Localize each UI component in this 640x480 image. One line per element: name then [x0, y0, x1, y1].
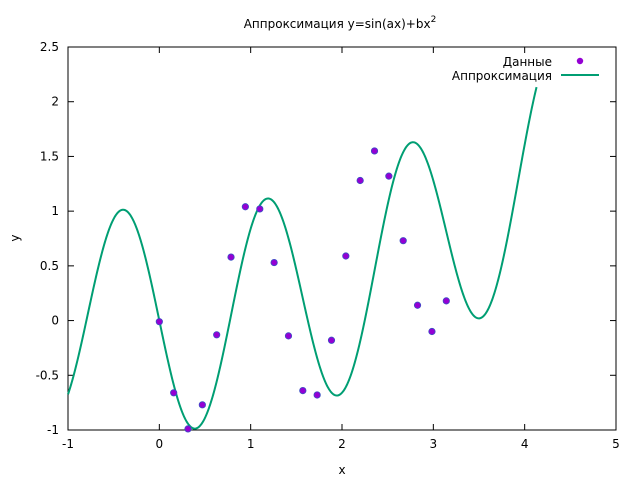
- x-tick-label: 5: [612, 437, 620, 451]
- data-point: [356, 176, 364, 185]
- data-point: [227, 253, 235, 261]
- data-point: [299, 387, 307, 395]
- data-point: [327, 336, 336, 344]
- x-tick-label: 4: [521, 437, 529, 451]
- chart-title: Аппроксимация y=sin(ax)+bx2: [244, 15, 437, 31]
- axes: -1 0 1 2 3 4 5 -1 -0.5 0 0.5 1 1.5 2 2.5: [36, 40, 620, 451]
- y-tick-label: 1: [51, 204, 59, 218]
- y-axis-label: y: [8, 234, 22, 241]
- data-point: [413, 301, 422, 309]
- y-tick-label: 2.5: [40, 40, 59, 54]
- y-tick-label: 2: [51, 95, 59, 109]
- data-point: [270, 258, 278, 267]
- y-tick-label: 0: [51, 314, 59, 328]
- data-point: [241, 203, 249, 211]
- x-tick-label: 2: [338, 437, 346, 451]
- data-point: [399, 237, 407, 245]
- y-tick-label: -0.5: [36, 368, 59, 382]
- data-point: [284, 332, 293, 340]
- chart-title-superscript: 2: [431, 15, 437, 25]
- x-tick-label: 1: [247, 437, 255, 451]
- data-point: [155, 318, 163, 326]
- x-tick-label: 0: [156, 437, 164, 451]
- data-point: [385, 172, 393, 180]
- data-point: [313, 391, 321, 399]
- data-point: [198, 401, 206, 409]
- series-line-fit: [67, 86, 538, 430]
- x-axis-label: x: [338, 463, 345, 477]
- legend-label-data: Данные: [503, 55, 552, 69]
- data-point: [184, 425, 192, 433]
- x-tick-label: 3: [430, 437, 438, 451]
- legend-marker-data: [576, 57, 584, 65]
- data-point: [256, 205, 264, 213]
- chart-title-main: Аппроксимация y=sin(ax)+bx: [244, 17, 431, 31]
- data-point: [442, 297, 450, 305]
- data-point: [342, 252, 350, 260]
- series-layer: [67, 86, 538, 433]
- x-tick-label: -1: [62, 437, 74, 451]
- data-point: [213, 331, 221, 339]
- data-point: [370, 147, 379, 155]
- y-tick-label: -1: [47, 423, 59, 437]
- legend-label-fit: Аппроксимация: [452, 69, 552, 83]
- data-point: [428, 327, 436, 336]
- y-tick-label: 0.5: [40, 259, 59, 273]
- legend: Данные Аппроксимация: [452, 55, 599, 83]
- plot-border: [67, 46, 617, 431]
- y-tick-label: 1.5: [40, 149, 59, 163]
- data-point: [170, 389, 178, 397]
